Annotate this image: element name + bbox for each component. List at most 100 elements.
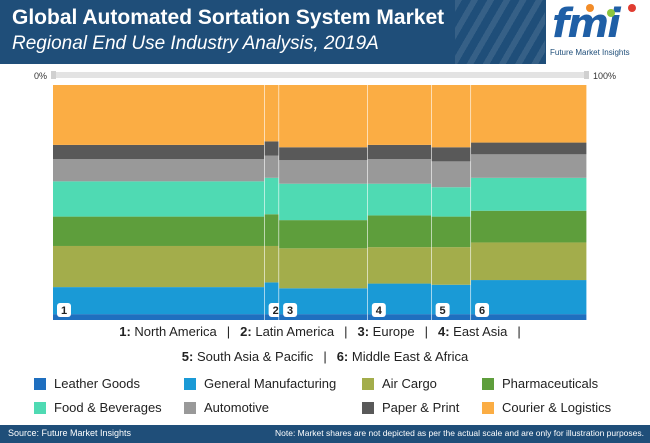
logo-tagline: Future Market Insights [550, 48, 630, 57]
legend-item: Pharmaceuticals [482, 376, 598, 391]
legend-item: General Manufacturing [184, 376, 336, 391]
legend-swatch [34, 401, 46, 414]
bar-segment [471, 85, 587, 143]
legend-item: Air Cargo [362, 376, 437, 391]
bar-segment [431, 85, 472, 148]
bar-segment [431, 216, 472, 248]
region-separator: | [226, 324, 231, 339]
bar-segment [367, 314, 432, 320]
region-name: Middle East & Africa [351, 349, 469, 364]
category-label: 3 [287, 305, 293, 317]
region-name: North America [134, 324, 217, 339]
legend-label: Pharmaceuticals [502, 376, 599, 391]
region-separator: | [344, 324, 348, 339]
category-badge [371, 303, 386, 317]
category-badge [475, 303, 490, 317]
legend-item: Food & Beverages [34, 400, 162, 415]
bar-segment [264, 155, 280, 178]
bar-segment [431, 147, 472, 162]
bar-segment [367, 215, 432, 248]
bar-segment [279, 183, 368, 221]
bar-segment [279, 160, 368, 184]
region-number: 2: [240, 324, 256, 339]
legend-label: Food & Beverages [54, 400, 162, 415]
legend-swatch [34, 377, 46, 390]
bar-segment [53, 287, 265, 315]
region-number: 4: [437, 324, 454, 339]
bar-segment [471, 154, 587, 178]
bar-segment [431, 187, 472, 217]
region-name: South Asia & Pacific [196, 349, 314, 364]
top-scale-max-label: 100% [593, 71, 616, 81]
region-number: 1: [119, 324, 135, 339]
bar-segment [431, 247, 472, 285]
header-banner: Global Automated Sortation System Market… [0, 0, 650, 64]
bar-segment [471, 242, 587, 281]
legend-item: Paper & Print [362, 400, 459, 415]
category-label: 4 [376, 305, 383, 317]
bar-segment [471, 280, 587, 315]
legend-swatch [482, 401, 494, 414]
top-scale-track [53, 72, 587, 78]
category-badge [435, 303, 450, 317]
bar-segment [367, 183, 432, 216]
source-text: Source: Future Market Insights [8, 428, 132, 438]
bar-segment [279, 85, 368, 148]
region-separator: | [323, 349, 327, 364]
bar-segment [431, 161, 472, 188]
category-label: 2 [273, 305, 279, 317]
legend-label: Paper & Print [382, 400, 460, 415]
bar-segment [471, 177, 587, 211]
bar-segment [471, 142, 587, 155]
bar-segment [367, 144, 432, 160]
bar-segment [279, 314, 368, 320]
legend-item: Automotive [184, 400, 269, 415]
region-key-line-1: 1: North America | 2: Latin America | 3: Eur… [0, 324, 650, 339]
category-label: 5 [440, 305, 446, 317]
fmi-logo: fmi Future Market Insights [546, 0, 650, 64]
region-number: 3: [357, 324, 373, 339]
bar-segment [264, 177, 280, 215]
region-name: Latin America [255, 324, 335, 339]
bar-segment [53, 159, 265, 182]
region-number: 5: [181, 349, 197, 364]
region-key-line-2: 5: South Asia & Pacific | 6: Middle East &… [0, 349, 650, 364]
chart-subtitle: Regional End Use Industry Analysis, 2019… [12, 33, 379, 54]
bar-segment [279, 220, 368, 249]
bar-segment [53, 144, 265, 160]
legend-swatch [362, 377, 374, 390]
bar-segment [367, 85, 432, 145]
bar-segment [471, 210, 587, 243]
bar-segment [264, 214, 280, 246]
bar-segment [53, 85, 265, 145]
logo-dot-icon [607, 9, 615, 17]
bar-segment [53, 314, 265, 320]
legend-swatch [362, 401, 374, 414]
bar-segment [53, 245, 265, 288]
bar-segment [264, 245, 280, 283]
legend-item: Leather Goods [34, 376, 140, 391]
bar-segment [264, 314, 280, 320]
bar-segment [279, 248, 368, 289]
legend-label: Courier & Logistics [502, 400, 612, 415]
bar-segment [367, 159, 432, 184]
legend-swatch [184, 401, 196, 414]
footer-bar: Source: Future Market Insights Note: Mar… [0, 425, 650, 443]
bar-segment [53, 216, 265, 246]
stacked-bar-chart: 0% 100%1 2 3 4 5 6 [34, 71, 616, 320]
top-scale-start-cap [51, 71, 56, 79]
region-name: East Asia [453, 324, 508, 339]
bar-segment [53, 181, 265, 217]
legend-swatch [184, 377, 196, 390]
legend-label: General Manufacturing [204, 376, 337, 391]
region-number: 6: [336, 349, 352, 364]
top-scale-min-label: 0% [34, 71, 47, 81]
category-label: 6 [479, 305, 485, 317]
bar-segment [367, 247, 432, 284]
chart-title: Global Automated Sortation System Market [12, 6, 445, 29]
legend-label: Leather Goods [54, 376, 141, 391]
category-badge [57, 303, 71, 317]
region-name: Europe [372, 324, 415, 339]
legend-item: Courier & Logistics [482, 400, 611, 415]
bar-segment [264, 141, 280, 156]
